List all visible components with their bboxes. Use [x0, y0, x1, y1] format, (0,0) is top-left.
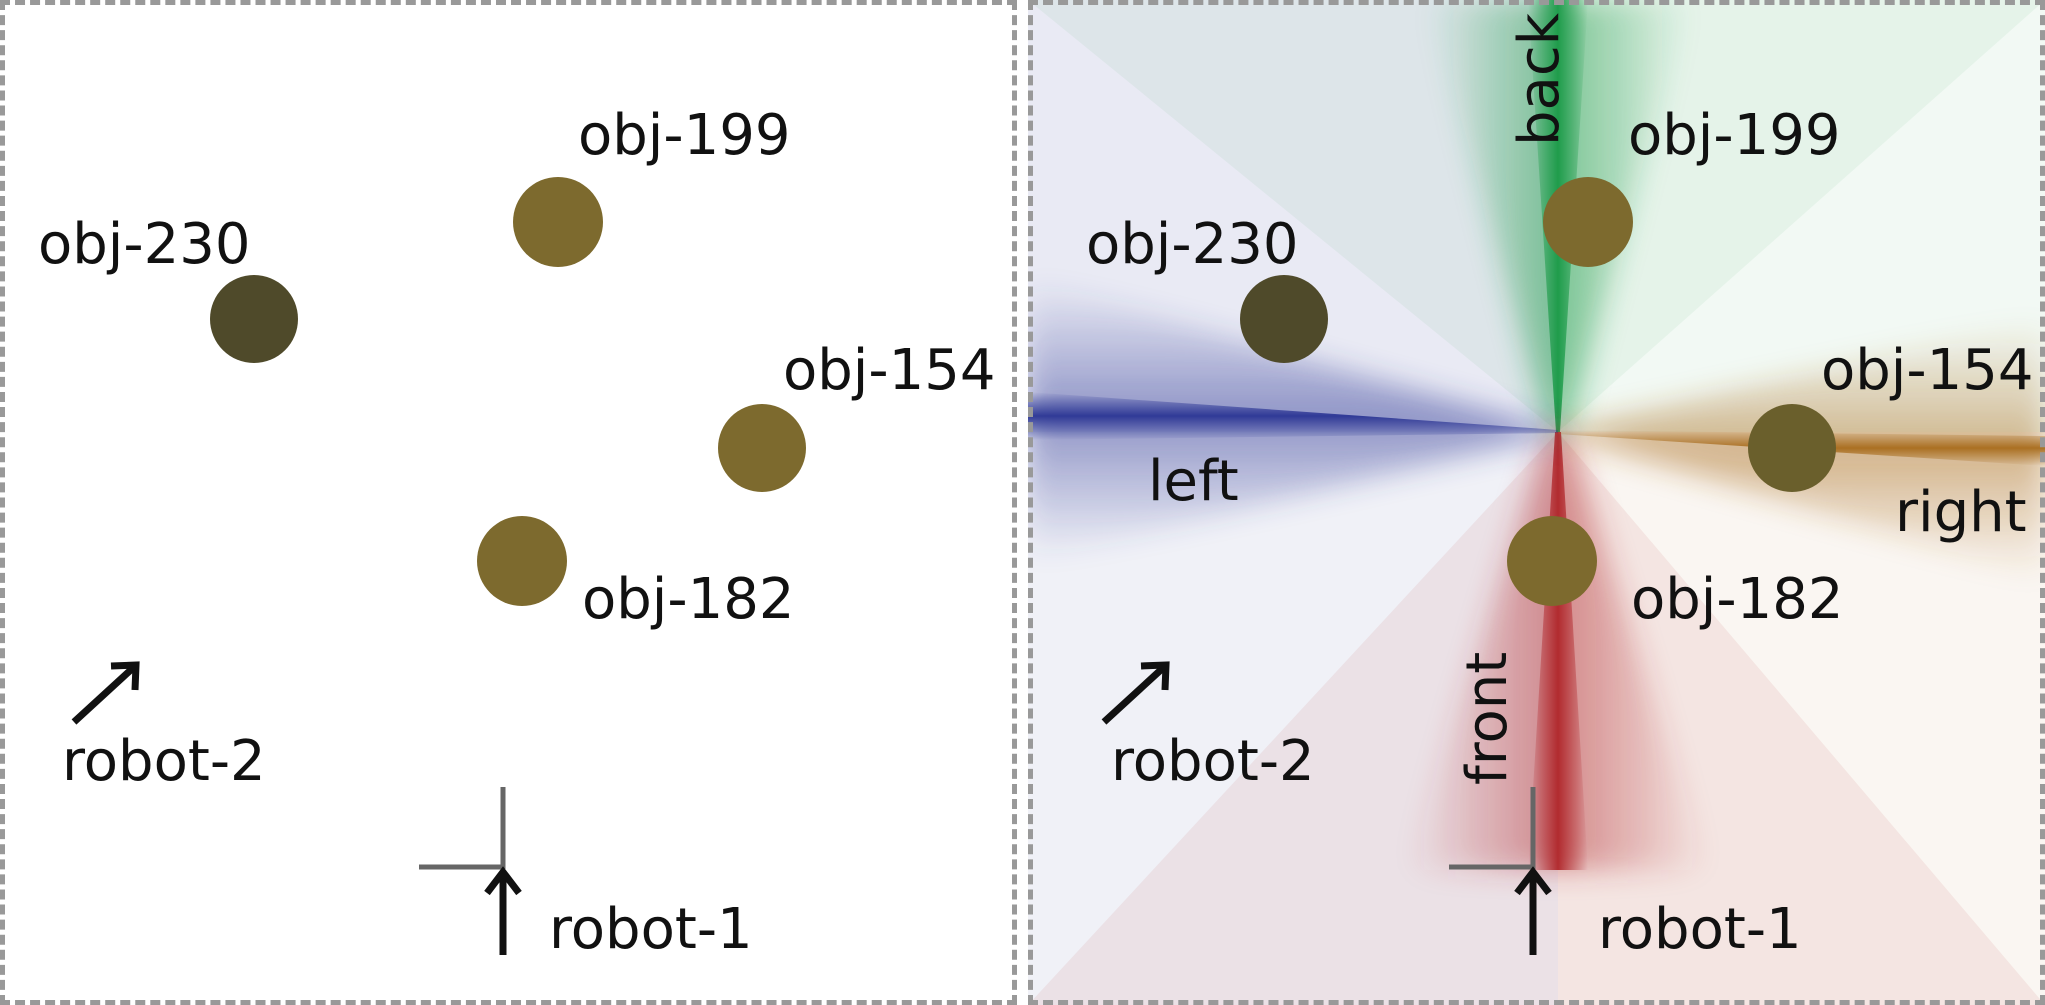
- direction-label-back: back: [1507, 12, 1572, 146]
- object-label-obj-199: obj-199: [578, 103, 790, 168]
- left-scene: obj-199 obj-230 obj-154 obj-182 robot-2 …: [38, 103, 995, 962]
- object-marker-obj-230: [1240, 275, 1328, 363]
- object-marker-obj-199: [513, 177, 603, 267]
- object-label-obj-230: obj-230: [38, 212, 250, 277]
- object-marker-obj-154: [718, 404, 806, 492]
- object-marker-obj-154: [1748, 404, 1836, 492]
- object-label-obj-230: obj-230: [1086, 212, 1298, 277]
- robot-2-arrow-icon: [1101, 661, 1170, 725]
- direction-label-front: front: [1455, 652, 1520, 785]
- robot-label-robot-2: robot-2: [1111, 729, 1315, 794]
- robot-1-arrow-icon: [1514, 866, 1552, 955]
- object-marker-obj-199: [1543, 177, 1633, 267]
- robot-1-arrow-icon: [484, 866, 522, 955]
- object-label-obj-199: obj-199: [1628, 103, 1840, 168]
- robot-label-robot-2: robot-2: [62, 729, 266, 794]
- object-label-obj-182: obj-182: [1631, 567, 1843, 632]
- object-label-obj-154: obj-154: [783, 338, 995, 403]
- robot-2-arrow-icon: [71, 661, 140, 725]
- left-direction-band: [1028, 280, 1558, 560]
- object-label-obj-182: obj-182: [582, 567, 794, 632]
- front-direction-band: [1408, 432, 1708, 870]
- direction-label-left: left: [1148, 449, 1239, 514]
- object-marker-obj-230: [210, 275, 298, 363]
- robot-1-frame-icon: [419, 787, 506, 870]
- robot-label-robot-1: robot-1: [549, 897, 753, 962]
- robot-label-robot-1: robot-1: [1598, 897, 1802, 962]
- object-label-obj-154: obj-154: [1821, 338, 2033, 403]
- robot-1-frame-icon: [1449, 787, 1536, 870]
- object-marker-obj-182: [1507, 516, 1597, 606]
- left-panel: obj-199 obj-230 obj-154 obj-182 robot-2 …: [0, 0, 1017, 1005]
- right-panel: obj-199 obj-230 obj-154 obj-182 back lef…: [1028, 0, 2045, 1005]
- direction-label-right: right: [1895, 480, 2027, 545]
- object-marker-obj-182: [477, 516, 567, 606]
- right-scene: obj-199 obj-230 obj-154 obj-182 back lef…: [1028, 0, 2045, 1005]
